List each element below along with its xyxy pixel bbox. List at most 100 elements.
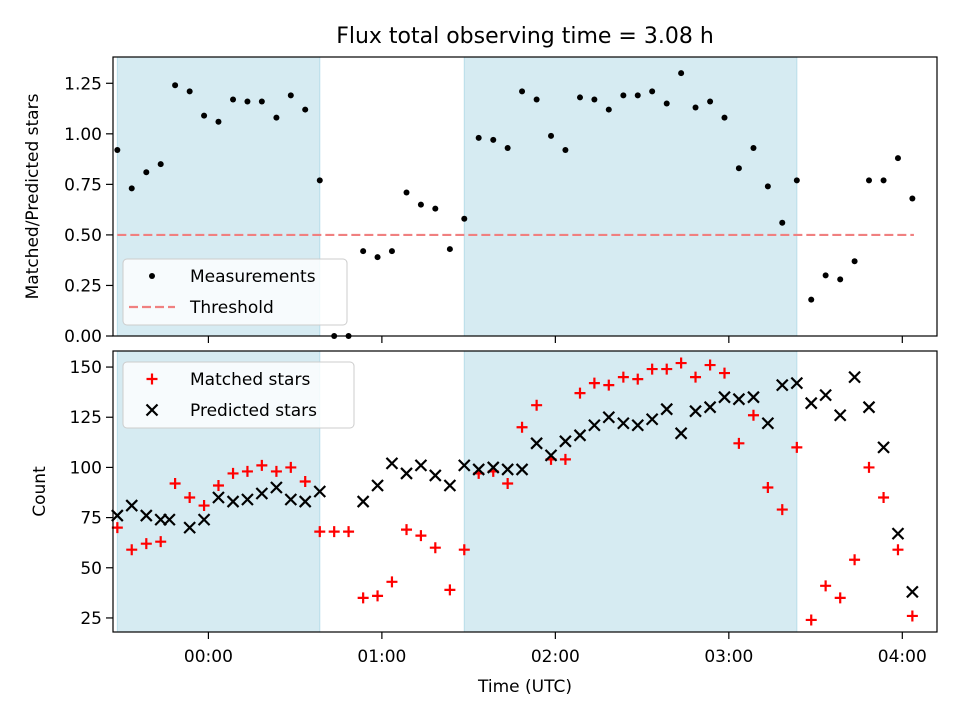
predicted-stars-point	[212, 491, 225, 504]
measurement-point	[678, 70, 685, 77]
measurement-point	[837, 276, 844, 283]
shaded-interval-1	[463, 350, 798, 633]
predicted-stars-point	[718, 390, 731, 404]
matched-stars-point	[270, 465, 282, 477]
matched-stars-point	[747, 409, 759, 421]
matched-stars-point	[516, 421, 528, 433]
matched-stars-point	[372, 590, 384, 602]
predicted-stars-point	[573, 429, 587, 442]
matched-stars-point	[386, 576, 398, 588]
predicted-stars-point	[111, 509, 124, 522]
matched-stars-point	[733, 437, 745, 449]
x-tick-label: 03:00	[704, 647, 753, 667]
matched-stars-point	[343, 526, 355, 538]
y-tick-label: 75	[80, 509, 102, 529]
legend-matched-marker	[146, 373, 158, 385]
measurement-point	[663, 100, 670, 107]
predicted-stars-point	[443, 479, 457, 492]
y-tick-label: 0.50	[64, 226, 102, 246]
matched-stars-point	[444, 584, 456, 596]
matched-stars-point	[704, 359, 716, 371]
legend-box	[122, 258, 348, 326]
matched-stars-point	[906, 610, 918, 622]
predicted-stars-point	[775, 378, 789, 392]
matched-stars-point	[849, 554, 861, 566]
predicted-stars-point	[197, 513, 211, 526]
predicted-stars-point	[790, 376, 804, 390]
measurement-point	[215, 118, 222, 125]
legend-label: Predicted stars	[190, 401, 317, 421]
predicted-stars-point	[313, 485, 327, 498]
matched-stars-point	[762, 481, 774, 493]
predicted-stars-point	[125, 499, 139, 512]
predicted-stars-point	[163, 513, 176, 526]
y-tick-label: 125	[70, 408, 102, 428]
predicted-stars-point	[414, 459, 428, 472]
legend-measurement-marker	[149, 273, 155, 279]
predicted-stars-point	[385, 457, 399, 470]
legend-label: Matched stars	[190, 370, 310, 390]
x-tick-label: 00:00	[184, 647, 233, 667]
matched-stars-point	[791, 441, 803, 453]
measurement-point	[114, 147, 121, 153]
matched-stars-point	[776, 504, 788, 516]
predicted-stars-point	[804, 396, 818, 410]
matched-stars-point	[834, 592, 846, 604]
legend-label: Threshold	[189, 298, 274, 318]
matched-stars-point	[617, 371, 629, 383]
measurement-point	[562, 147, 569, 153]
measurement-point	[851, 258, 858, 265]
matched-stars-point	[805, 614, 817, 626]
measurement-point	[186, 88, 193, 95]
count-panel: 25 50 75 100 125 150 00:00 01:00 02:00 03:00 04:00…	[30, 350, 938, 697]
matched-stars-point	[328, 526, 340, 538]
matched-stars-point	[531, 399, 543, 411]
predicted-stars-point	[140, 509, 153, 522]
x-tick-label: 02:00	[531, 647, 580, 667]
x-tick-label: 04:00	[878, 647, 927, 667]
predicted-stars-point	[284, 493, 298, 506]
measurement-point	[374, 254, 381, 261]
measurement-point	[360, 248, 367, 255]
legend-label: Measurements	[190, 267, 316, 287]
measurement-point	[605, 106, 612, 113]
ratio-panel: 0.00 0.25 0.50 0.75 1.00 1.25 Matched/Predicte…	[23, 56, 938, 347]
predicted-stars-point	[472, 463, 485, 476]
matched-stars-point	[588, 377, 600, 389]
measurement-point	[461, 215, 468, 222]
matched-stars-point	[603, 379, 615, 391]
measurement-point	[230, 96, 237, 103]
predicted-stars-point	[703, 400, 717, 414]
y-tick-label: 100	[70, 458, 102, 478]
measurement-point	[576, 94, 583, 101]
measurement-point	[316, 177, 323, 184]
matched-stars-point	[458, 544, 470, 556]
measurement-point	[793, 177, 800, 184]
predicted-stars-point	[486, 461, 500, 474]
plot-frame	[112, 350, 938, 633]
measurement-point	[475, 134, 482, 141]
measurement-point	[388, 248, 395, 255]
predicted-stars-point	[602, 410, 616, 424]
predicted-stars-point	[400, 467, 413, 480]
predicted-stars-point	[906, 585, 919, 599]
matched-stars-point	[212, 479, 224, 491]
matched-stars-point	[126, 544, 138, 556]
predicted-stars-point	[255, 487, 269, 500]
y-tick-label: 1.25	[64, 74, 102, 94]
predicted-stars-point	[848, 370, 861, 384]
y-tick-label: 50	[80, 559, 102, 579]
predicted-stars-point	[530, 437, 543, 450]
matched-stars-point	[227, 467, 239, 479]
predicted-stars-point	[833, 408, 847, 422]
predicted-stars-point	[241, 493, 254, 506]
predicted-stars-point	[660, 402, 674, 416]
matched-stars-point	[401, 524, 413, 536]
predicted-stars-point	[645, 412, 659, 426]
measurement-point	[822, 272, 829, 279]
measurement-point	[287, 92, 294, 99]
predicted-stars-point	[226, 495, 240, 508]
measurement-point	[764, 183, 771, 190]
measurement-point	[417, 201, 424, 208]
